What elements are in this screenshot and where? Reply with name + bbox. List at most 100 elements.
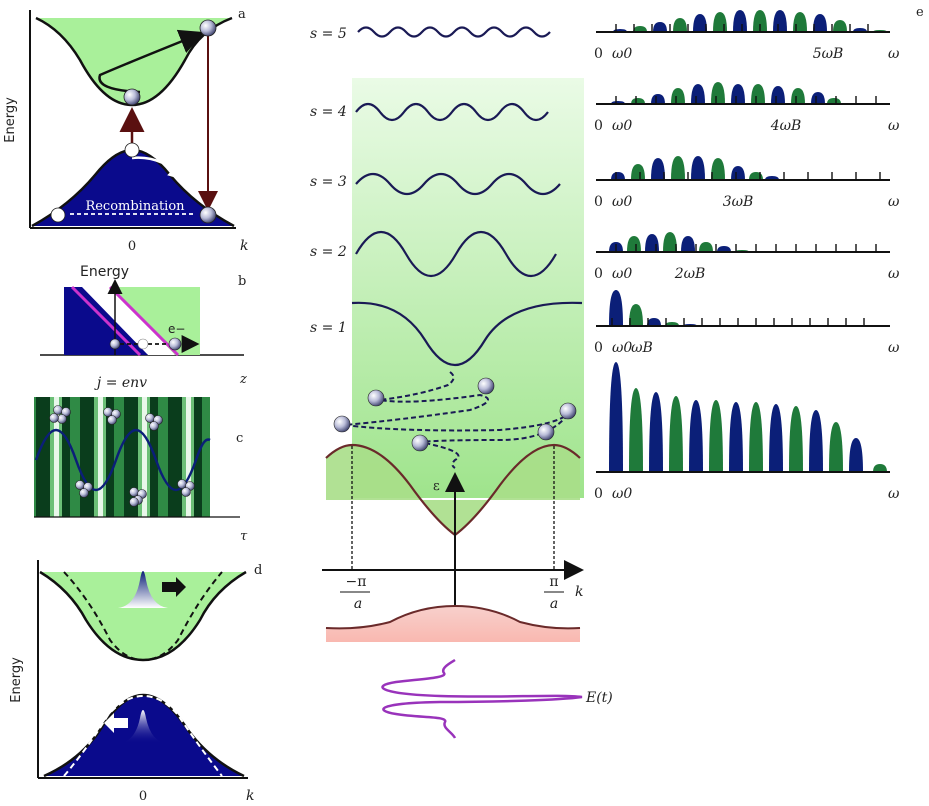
harmonic-peak [627,236,641,252]
panel-d-electron-packet [118,571,168,608]
center-field-label: E(t) [585,690,613,706]
harmonic-peak [793,12,807,32]
panel-a-recombination-label: Recombination [85,199,185,214]
harmonic-peak [645,234,659,252]
panel-d-conduction-band [40,572,246,660]
harmonic-peak [731,84,745,104]
harmonic-peak [673,18,687,32]
spectrum-row-1: 0 ω0 5ωB ω [594,10,900,62]
spectrum-origin-label: 0 [594,340,603,356]
panel-b-y-label: Energy [80,264,129,280]
harmonic-peak [681,236,695,252]
center-minus-pi-denominator: a [354,596,362,612]
panel-b-gap [82,287,175,355]
label-s3: s = 3 [310,174,347,190]
harmonic-peak [749,172,763,180]
center-field-pulse [381,658,583,739]
wave-s1 [351,301,583,367]
panel-d-electron-arrow [162,577,186,597]
label-s2: s = 2 [310,244,347,260]
spectrum-bloch-mark: ωB [631,340,653,356]
harmonic-peak [609,290,623,326]
panel-d-hole-packet [118,710,168,744]
panel-a-electron-path [98,29,205,94]
harmonic-peak [709,400,723,472]
panel-c-letter: c [236,431,243,446]
label-s4: s = 4 [310,104,347,120]
harmonic-peak [691,156,705,180]
harmonic-peak [629,304,643,326]
harmonic-peak [773,10,787,32]
center-electrons [333,377,577,452]
spectrum-w0-label: ω0 [612,118,632,134]
spectrum-omega-label: ω [888,266,900,282]
panel-b-electron-1 [109,338,121,350]
center-pi-denominator: a [550,596,558,612]
label-s1: s = 1 [310,320,347,336]
harmonic-peak [771,86,785,104]
harmonic-peak [699,242,713,252]
spectrum-bloch-mark: 2ωB [674,266,706,282]
spectrum-origin-label: 0 [594,118,603,134]
harmonic-peak [809,410,823,472]
panel-d: d Energy 0 k [9,560,262,804]
spectrum-bloch-mark: 3ωB [723,194,754,210]
panel-b-letter: b [238,274,246,289]
spectrum-origin-label: 0 [594,486,603,502]
harmonic-peak [671,156,685,180]
harmonic-peak [849,438,863,472]
panel-a-hole-top [124,142,140,158]
panel-d-y-label: Energy [9,657,24,703]
panel-d-conduction-shifted [63,571,223,662]
spectrum-omega-label: ω [888,46,900,62]
spectrum-row-3: 0 ω0 3ωB ω [594,156,900,210]
panel-b-conduction-region [110,287,200,355]
harmonic-peak [833,20,847,32]
harmonic-peak [693,14,707,32]
panel-a-x-tick: 0 [128,239,136,254]
harmonic-peak [731,166,745,180]
harmonic-peak [827,98,841,104]
harmonic-peak [711,82,725,104]
wave-s5 [357,26,551,38]
spectrum-bloch-mark: 4ωB [770,118,802,134]
harmonic-peak [829,422,843,472]
spectrum-omega-label: ω [888,486,900,502]
panel-d-x-label: k [246,788,254,804]
panel-a-hole-path [131,156,189,182]
harmonic-peak [669,396,683,472]
panel-a-letter: a [238,7,246,22]
harmonic-peak [733,10,747,32]
spectrum-w0-label: ω0 [612,486,632,502]
panel-a-y-label: Energy [3,97,18,143]
harmonic-peak [691,84,705,104]
harmonic-peak [873,464,887,472]
harmonic-peak [651,158,665,180]
harmonic-peak [811,92,825,104]
panel-c-particle-clusters [49,405,195,507]
harmonic-peak [751,84,765,104]
harmonic-peak [631,164,645,180]
harmonic-peak [653,22,667,32]
center-k-label: k [575,584,583,600]
panel-d-valence-shifted [63,694,223,777]
panel-c-x-label: τ [240,529,248,544]
panel-e-letter: e [916,5,924,20]
harmonic-peak [689,400,703,472]
harmonic-peak [663,232,677,252]
harmonic-peak [609,362,623,472]
spectrum-row-4: 0 ω0 2ωB ω [594,232,900,282]
wave-s4 [355,102,549,122]
panel-a-x-label: k [240,238,248,254]
harmonic-peak [631,98,645,104]
panel-c-current-wave [34,428,211,492]
panel-a-hole-left [50,207,66,223]
harmonic-peak [671,88,685,104]
spectrum-origin-label: 0 [594,266,603,282]
harmonic-peak [713,12,727,32]
harmonic-peak [729,402,743,472]
